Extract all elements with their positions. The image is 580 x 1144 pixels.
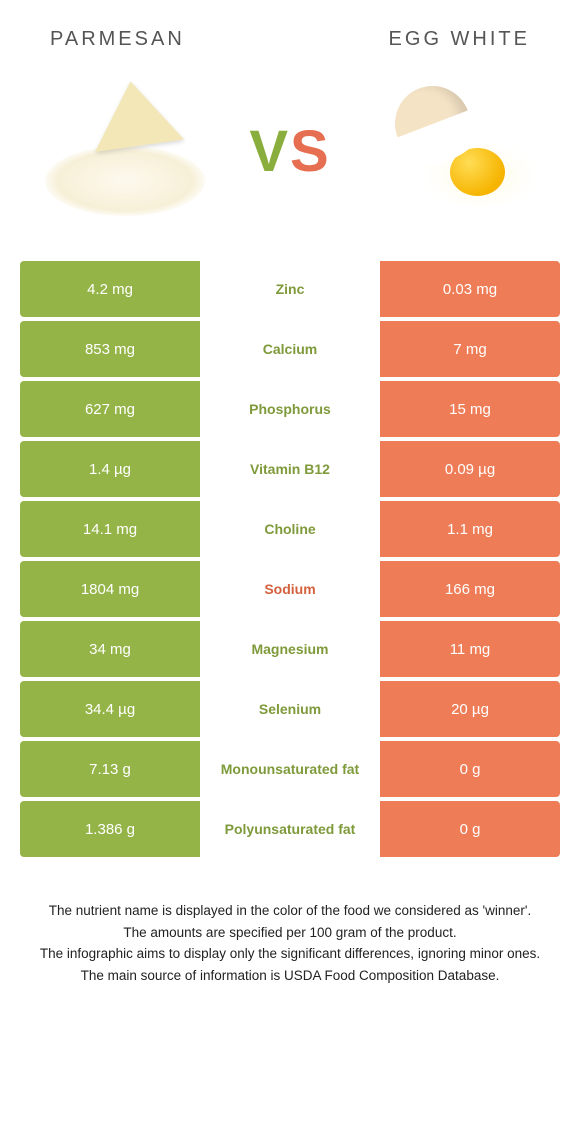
value-left: 1.386 g [20, 801, 200, 857]
header: Parmesan Egg white [0, 0, 580, 61]
table-row: 1.4 µgVitamin B120.09 µg [20, 441, 560, 497]
vs-label: VS [249, 118, 330, 185]
value-left: 34 mg [20, 621, 200, 677]
value-right: 0.09 µg [380, 441, 560, 497]
title-left: Parmesan [50, 28, 185, 51]
table-row: 853 mgCalcium7 mg [20, 321, 560, 377]
value-left: 34.4 µg [20, 681, 200, 737]
value-right: 7 mg [380, 321, 560, 377]
table-row: 34.4 µgSelenium20 µg [20, 681, 560, 737]
parmesan-image [30, 66, 220, 236]
value-left: 1804 mg [20, 561, 200, 617]
table-row: 34 mgMagnesium11 mg [20, 621, 560, 677]
nutrient-name: Zinc [200, 261, 380, 317]
nutrient-name: Sodium [200, 561, 380, 617]
nutrient-name: Calcium [200, 321, 380, 377]
title-right: Egg white [389, 28, 530, 51]
nutrient-name: Phosphorus [200, 381, 380, 437]
value-right: 0 g [380, 801, 560, 857]
nutrient-name: Choline [200, 501, 380, 557]
egg-image [360, 66, 550, 236]
value-right: 166 mg [380, 561, 560, 617]
value-right: 1.1 mg [380, 501, 560, 557]
footnote-line: The nutrient name is displayed in the co… [30, 901, 550, 921]
hero-row: VS [0, 61, 580, 261]
table-row: 1.386 gPolyunsaturated fat0 g [20, 801, 560, 857]
value-left: 627 mg [20, 381, 200, 437]
value-left: 4.2 mg [20, 261, 200, 317]
nutrient-name: Monounsaturated fat [200, 741, 380, 797]
table-row: 627 mgPhosphorus15 mg [20, 381, 560, 437]
vs-s: S [290, 119, 331, 184]
footnotes: The nutrient name is displayed in the co… [0, 861, 580, 985]
nutrient-name: Selenium [200, 681, 380, 737]
vs-v: V [249, 119, 290, 184]
table-row: 1804 mgSodium166 mg [20, 561, 560, 617]
table-row: 7.13 gMonounsaturated fat0 g [20, 741, 560, 797]
value-right: 11 mg [380, 621, 560, 677]
value-left: 853 mg [20, 321, 200, 377]
nutrient-name: Vitamin B12 [200, 441, 380, 497]
value-right: 15 mg [380, 381, 560, 437]
value-right: 20 µg [380, 681, 560, 737]
footnote-line: The infographic aims to display only the… [30, 944, 550, 964]
value-left: 14.1 mg [20, 501, 200, 557]
value-right: 0.03 mg [380, 261, 560, 317]
value-left: 7.13 g [20, 741, 200, 797]
value-left: 1.4 µg [20, 441, 200, 497]
footnote-line: The main source of information is USDA F… [30, 966, 550, 986]
value-right: 0 g [380, 741, 560, 797]
table-row: 4.2 mgZinc0.03 mg [20, 261, 560, 317]
footnote-line: The amounts are specified per 100 gram o… [30, 923, 550, 943]
nutrient-name: Magnesium [200, 621, 380, 677]
nutrient-name: Polyunsaturated fat [200, 801, 380, 857]
table-row: 14.1 mgCholine1.1 mg [20, 501, 560, 557]
nutrient-table: 4.2 mgZinc0.03 mg853 mgCalcium7 mg627 mg… [20, 261, 560, 857]
